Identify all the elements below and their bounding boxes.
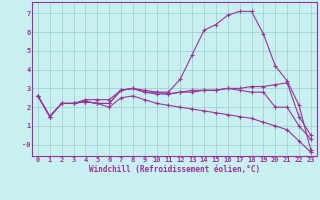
X-axis label: Windchill (Refroidissement éolien,°C): Windchill (Refroidissement éolien,°C) <box>89 165 260 174</box>
